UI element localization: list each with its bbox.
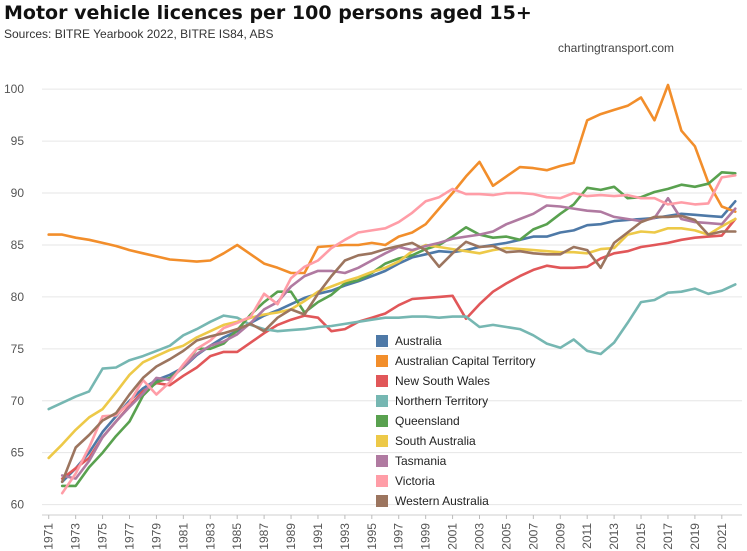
x-axis: 1971 1973 1975 1977 1979 1981 1983 1985 1987 1989…	[42, 514, 742, 550]
y-tick-label: 90	[11, 186, 25, 200]
y-tick-label: 75	[11, 342, 25, 356]
y-tick-label: 70	[11, 394, 25, 408]
series-line-western-australia	[60, 214, 737, 484]
legend-label-south-australia: South Australia	[395, 434, 476, 448]
series-line-australia	[60, 200, 737, 484]
legend-label-tasmania: Tasmania	[395, 454, 447, 468]
series-line-new-south-wales	[60, 217, 737, 480]
legend: Australia Australian Capital Territory New…	[376, 334, 536, 508]
legend-label-australia: Australia	[395, 334, 442, 348]
x-tick-label: 2013	[607, 523, 621, 550]
legend-label-western-australia: Western Australia	[395, 494, 489, 508]
x-tick-label: 1975	[96, 523, 110, 550]
watermark: chartingtransport.com	[558, 41, 675, 55]
legend-swatch-australian-capital-territory	[376, 355, 388, 367]
y-tick-label: 100	[4, 82, 24, 96]
legend-label-australian-capital-territory: Australian Capital Territory	[395, 354, 536, 368]
x-tick-label: 1981	[176, 523, 190, 550]
gridlines	[42, 88, 742, 506]
x-tick-label: 1971	[42, 523, 56, 550]
x-tick-label: 2001	[446, 523, 460, 550]
legend-swatch-western-australia	[376, 495, 388, 507]
x-tick-label: 1999	[419, 523, 433, 550]
y-tick-label: 85	[11, 238, 25, 252]
x-tick-label: 1985	[230, 523, 244, 550]
chart-title: Motor vehicle licences per 100 persons a…	[4, 2, 532, 24]
x-tick-label: 2017	[661, 523, 675, 550]
legend-swatch-victoria	[376, 475, 388, 487]
x-tick-label: 1987	[257, 523, 271, 550]
x-tick-label: 1991	[311, 523, 325, 550]
x-tick-label: 1995	[365, 523, 379, 550]
series-lines	[47, 83, 737, 495]
x-tick-label: 2009	[553, 523, 567, 550]
x-tick-label: 2005	[499, 523, 513, 550]
y-tick-label: 95	[11, 134, 25, 148]
x-tick-label: 2007	[526, 523, 540, 550]
x-tick-label: 1977	[123, 523, 137, 550]
y-axis: 60 65 70 75 80 85 90 95 100	[4, 82, 24, 511]
y-tick-label: 80	[11, 290, 25, 304]
x-tick-label: 1997	[392, 523, 406, 550]
series-line-victoria	[60, 174, 737, 495]
legend-label-northern-territory: Northern Territory	[395, 394, 488, 408]
series-line-south-australia	[47, 217, 737, 460]
series-line-australian-capital-territory	[47, 83, 737, 275]
legend-swatch-australia	[376, 335, 388, 347]
x-tick-label: 2003	[473, 523, 487, 550]
legend-swatch-tasmania	[376, 455, 388, 467]
legend-label-victoria: Victoria	[395, 474, 435, 488]
y-tick-label: 65	[11, 446, 25, 460]
x-tick-label: 2019	[688, 523, 702, 550]
chart-subtitle: Sources: BITRE Yearbook 2022, BITRE IS84…	[4, 27, 274, 41]
x-tick-label: 2015	[634, 523, 648, 550]
legend-label-new-south-wales: New South Wales	[395, 374, 490, 388]
series-line-northern-territory	[47, 283, 737, 411]
x-tick-label: 1979	[149, 523, 163, 550]
legend-swatch-south-australia	[376, 435, 388, 447]
y-tick-label: 60	[11, 498, 25, 512]
legend-swatch-new-south-wales	[376, 375, 388, 387]
legend-swatch-northern-territory	[376, 395, 388, 407]
legend-swatch-queensland	[376, 415, 388, 427]
x-tick-label: 2021	[715, 523, 729, 550]
x-tick-label: 1983	[203, 523, 217, 550]
x-tick-label: 2011	[580, 523, 594, 549]
legend-label-queensland: Queensland	[395, 414, 460, 428]
x-tick-label: 1989	[284, 523, 298, 550]
x-tick-label: 1993	[338, 523, 352, 550]
x-tick-label: 1973	[69, 523, 83, 550]
